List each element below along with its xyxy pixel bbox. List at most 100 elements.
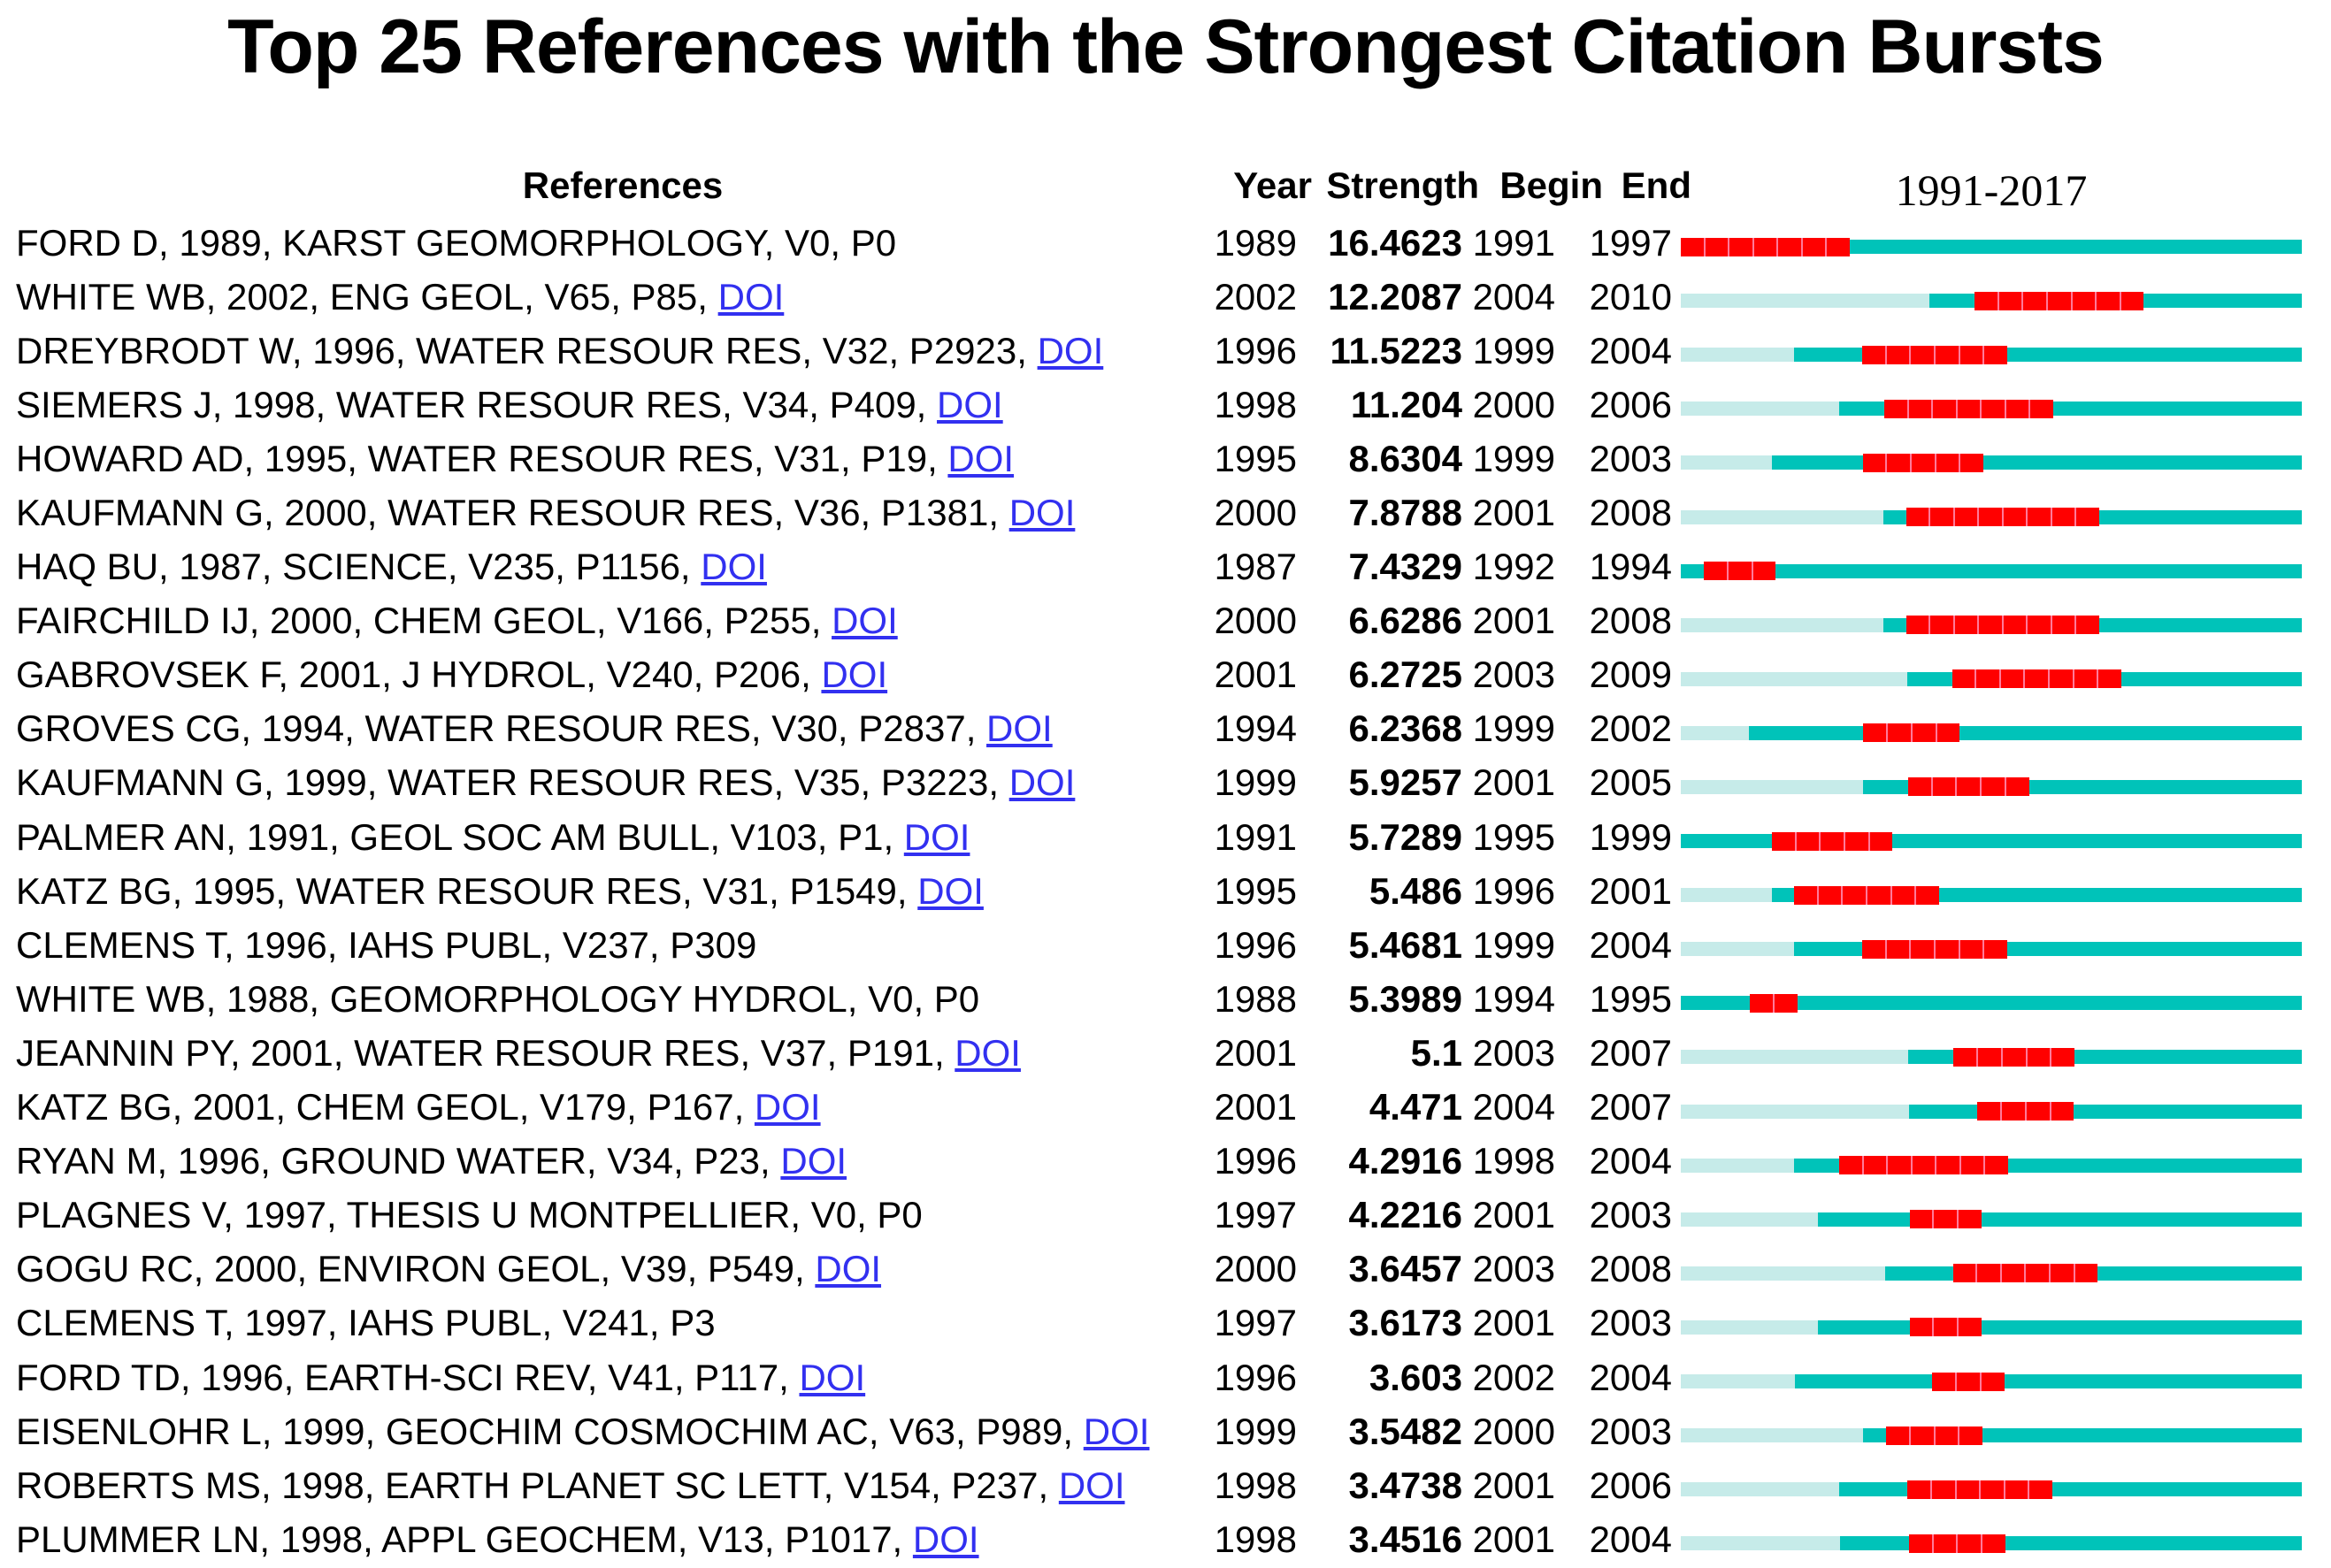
burst-end-year: 2008	[1589, 600, 1672, 642]
year-segment	[1862, 1266, 1885, 1281]
doi-link[interactable]: DOI	[780, 1140, 847, 1182]
year-segment	[2096, 1212, 2120, 1227]
year-segment	[2050, 1047, 2074, 1067]
year-segment	[2141, 996, 2165, 1011]
year-segment	[2233, 1428, 2257, 1443]
year-segment	[1841, 1374, 1864, 1389]
doi-link[interactable]: DOI	[1008, 492, 1076, 534]
year-segment	[2027, 563, 2051, 578]
doi-link[interactable]: DOI	[1083, 1410, 1150, 1452]
year-segment	[2119, 725, 2143, 740]
year-segment	[1935, 723, 1960, 743]
year-segment	[1794, 725, 1818, 740]
year-segment	[2211, 1482, 2234, 1497]
year-segment	[1681, 996, 1704, 1011]
year-segment	[1794, 1104, 1818, 1119]
year-segment	[2005, 834, 2029, 849]
doi-link[interactable]: DOI	[1058, 1464, 1125, 1506]
year-segment	[2165, 1212, 2188, 1227]
burst-timeline-bar	[1681, 1081, 2303, 1135]
year-segment	[2119, 1428, 2143, 1443]
year-segment	[1800, 237, 1826, 256]
year-segment	[1794, 831, 1820, 851]
doi-link[interactable]: DOI	[754, 1086, 821, 1128]
year-segment	[1726, 942, 1749, 957]
doi-link[interactable]: DOI	[937, 383, 1003, 425]
year-segment	[1748, 1482, 1772, 1497]
doi-link[interactable]: DOI	[821, 654, 888, 696]
year-segment	[1749, 779, 1772, 794]
year-segment	[1928, 508, 1953, 527]
year-segment	[2279, 1158, 2303, 1173]
year-segment	[1913, 563, 1936, 578]
doi-link[interactable]: DOI	[1037, 329, 1104, 371]
reference-citation: CLEMENS T, 1997, IAHS PUBL, V241, P3	[16, 1302, 1241, 1344]
doi-link[interactable]: DOI	[903, 815, 970, 858]
year-segment	[1726, 834, 1750, 849]
year-segment	[1703, 1319, 1727, 1335]
year-segment	[1960, 834, 1984, 849]
year-segment	[1725, 509, 1749, 524]
reference-citation: EISENLOHR L, 1999, GEOCHIM COSMOCHIM AC,…	[16, 1411, 1241, 1453]
year-segment	[2143, 888, 2166, 903]
year-segment	[1748, 509, 1771, 524]
year-segment	[1797, 996, 1821, 1011]
doi-link[interactable]: DOI	[717, 275, 785, 317]
publication-year: 1998	[1214, 1464, 1297, 1506]
year-segment	[2233, 1536, 2257, 1551]
doi-link[interactable]: DOI	[986, 708, 1053, 750]
table-row: SIEMERS J, 1998, WATER RESOUR RES, V34, …	[0, 378, 2331, 432]
year-segment	[1980, 1372, 2005, 1391]
year-segment	[1884, 1482, 1908, 1497]
year-segment	[2028, 1480, 2052, 1499]
table-row: DREYBRODT W, 1996, WATER RESOUR RES, V32…	[0, 324, 2331, 378]
year-segment	[2143, 294, 2166, 309]
year-segment	[1772, 1212, 1796, 1227]
year-segment	[2234, 348, 2257, 363]
year-segment	[2188, 1536, 2211, 1551]
year-segment	[1681, 1104, 1704, 1119]
year-segment	[2143, 1050, 2166, 1065]
doi-link[interactable]: DOI	[832, 600, 898, 642]
reference-text: PLUMMER LN, 1998, APPL GEOCHEM, V13, P10…	[16, 1518, 913, 1560]
year-segment	[2051, 1536, 2074, 1551]
doi-link[interactable]: DOI	[815, 1248, 882, 1290]
year-segment	[2210, 563, 2234, 578]
year-segment	[2166, 617, 2189, 632]
year-segment	[2166, 240, 2189, 255]
year-segment	[1838, 509, 1861, 524]
year-segment	[1906, 294, 1930, 309]
year-segment	[2097, 1482, 2120, 1497]
doi-link[interactable]: DOI	[701, 546, 767, 588]
doi-link[interactable]: DOI	[1008, 761, 1076, 804]
year-segment	[1983, 1156, 2008, 1175]
year-segment	[2210, 1428, 2234, 1443]
year-segment	[1798, 563, 1822, 578]
publication-year: 2002	[1214, 275, 1297, 317]
reference-text: JEANNIN PY, 2001, WATER RESOUR RES, V37,…	[16, 1031, 955, 1074]
year-segment	[2188, 1428, 2211, 1443]
year-segment	[1703, 1428, 1727, 1443]
year-segment	[2052, 1482, 2075, 1497]
year-segment	[2256, 942, 2280, 957]
year-segment	[1817, 725, 1841, 740]
year-segment	[2119, 1536, 2143, 1551]
year-segment	[2097, 779, 2120, 794]
year-segment	[2166, 1266, 2189, 1281]
year-segment	[1726, 1374, 1750, 1389]
year-segment	[1681, 509, 1704, 524]
year-segment	[2211, 1266, 2234, 1281]
reference-text: KATZ BG, 2001, CHEM GEOL, V179, P167,	[16, 1086, 755, 1128]
burst-end-year: 2007	[1589, 1031, 1672, 1074]
year-segment	[2075, 240, 2099, 255]
doi-link[interactable]: DOI	[955, 1031, 1021, 1074]
year-segment	[1772, 993, 1798, 1013]
burst-end-year: 2001	[1589, 869, 1672, 912]
doi-link[interactable]: DOI	[799, 1356, 866, 1398]
year-segment	[1999, 1102, 2025, 1121]
doi-link[interactable]: DOI	[917, 869, 984, 912]
publication-year: 1996	[1214, 1356, 1297, 1398]
doi-link[interactable]: DOI	[947, 437, 1015, 479]
doi-link[interactable]: DOI	[912, 1518, 979, 1560]
year-segment	[2166, 348, 2189, 363]
